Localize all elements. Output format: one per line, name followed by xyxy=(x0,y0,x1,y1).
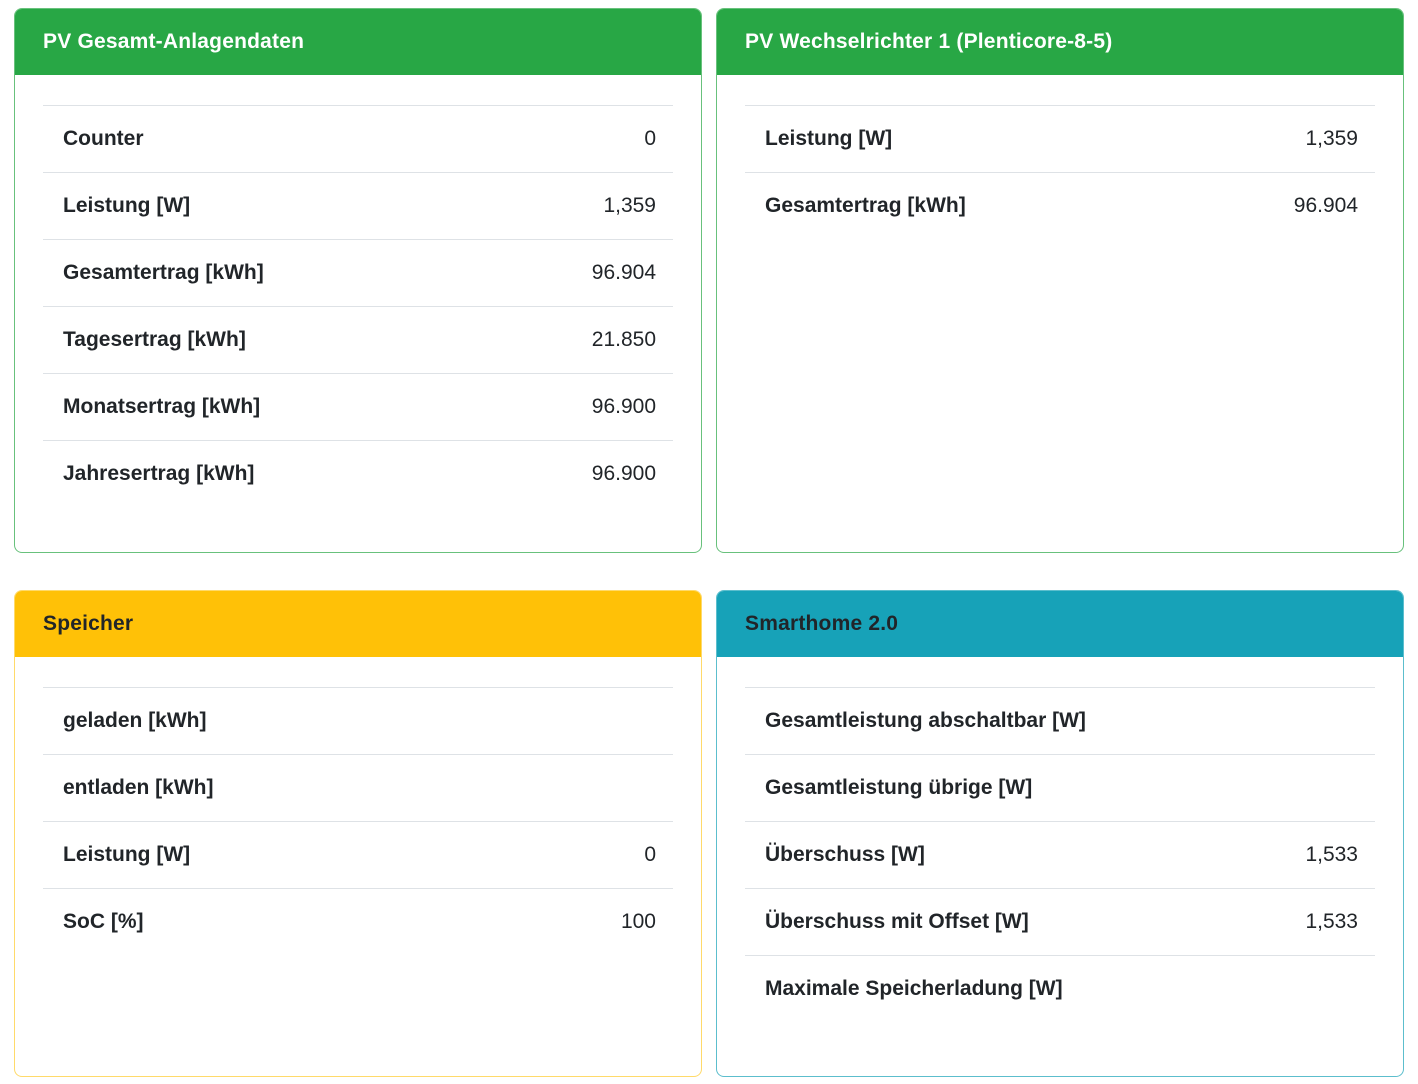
table-row: SoC [%] 100 xyxy=(43,888,673,955)
card-title: PV Wechselrichter 1 (Plenticore-8-5) xyxy=(745,30,1113,53)
card-title: PV Gesamt-Anlagendaten xyxy=(43,30,305,53)
table-row: Monatsertrag [kWh] 96.900 xyxy=(43,373,673,440)
row-value: 21.850 xyxy=(591,328,656,352)
row-label: SoC [%] xyxy=(63,910,144,934)
row-label: geladen [kWh] xyxy=(63,709,207,733)
row-value: 1,533 xyxy=(1305,910,1358,934)
table-row: Leistung [W] 0 xyxy=(43,821,673,888)
table-row: Jahresertrag [kWh] 96.900 xyxy=(43,440,673,507)
table-row: entladen [kWh] xyxy=(43,754,673,821)
table-row: geladen [kWh] xyxy=(43,687,673,754)
card-pv-gesamt-anlagendaten: PV Gesamt-Anlagendaten Counter 0 Leistung [… xyxy=(14,8,702,553)
row-label: Monatsertrag [kWh] xyxy=(63,395,261,419)
row-value: 0 xyxy=(644,843,656,867)
row-value: 96.904 xyxy=(591,261,656,285)
table-row: Counter 0 xyxy=(43,105,673,172)
row-label: Leistung [W] xyxy=(63,843,191,867)
card-header: PV Gesamt-Anlagendaten xyxy=(15,9,701,75)
table-row: Überschuss mit Offset [W] 1,533 xyxy=(745,888,1375,955)
row-label: Gesamtertrag [kWh] xyxy=(63,261,264,285)
table-row: Gesamtertrag [kWh] 96.904 xyxy=(745,172,1375,239)
table-row: Gesamtleistung übrige [W] xyxy=(745,754,1375,821)
card-body: Leistung [W] 1,359 Gesamtertrag [kWh] 96.90… xyxy=(717,75,1403,552)
row-label: Leistung [W] xyxy=(765,127,893,151)
row-value: 0 xyxy=(644,127,656,151)
row-value: 1,359 xyxy=(603,194,656,218)
card-smarthome-2-0: Smarthome 2.0 Gesamtleistung abschaltbar … xyxy=(716,590,1404,1077)
row-label: Gesamtertrag [kWh] xyxy=(765,194,966,218)
row-value: 1,533 xyxy=(1305,843,1358,867)
table-row: Maximale Speicherladung [W] xyxy=(745,955,1375,1022)
row-value: 96.904 xyxy=(1293,194,1358,218)
row-label: Gesamtleistung übrige [W] xyxy=(765,776,1033,800)
card-body: Gesamtleistung abschaltbar [W] Gesamtleis… xyxy=(717,657,1403,1076)
row-label: entladen [kWh] xyxy=(63,776,214,800)
table-row: Gesamtertrag [kWh] 96.904 xyxy=(43,239,673,306)
card-header: PV Wechselrichter 1 (Plenticore-8-5) xyxy=(717,9,1403,75)
table-row: Tagesertrag [kWh] 21.850 xyxy=(43,306,673,373)
row-value: 1,359 xyxy=(1305,127,1358,151)
row-label: Maximale Speicherladung [W] xyxy=(765,977,1063,1001)
row-value: 96.900 xyxy=(591,462,656,486)
card-title: Speicher xyxy=(43,612,134,635)
row-label: Counter xyxy=(63,127,144,151)
table-row: Leistung [W] 1,359 xyxy=(43,172,673,239)
row-label: Tagesertrag [kWh] xyxy=(63,328,246,352)
table-row: Überschuss [W] 1,533 xyxy=(745,821,1375,888)
card-body: Counter 0 Leistung [W] 1,359 Gesamtertrag [k… xyxy=(15,75,701,552)
row-label: Überschuss [W] xyxy=(765,843,925,867)
card-header: Speicher xyxy=(15,591,701,657)
table-row: Leistung [W] 1,359 xyxy=(745,105,1375,172)
card-pv-wechselrichter-1: PV Wechselrichter 1 (Plenticore-8-5) Leis… xyxy=(716,8,1404,553)
table-row: Gesamtleistung abschaltbar [W] xyxy=(745,687,1375,754)
card-header: Smarthome 2.0 xyxy=(717,591,1403,657)
row-label: Leistung [W] xyxy=(63,194,191,218)
card-body: geladen [kWh] entladen [kWh] Leistung [W] 0… xyxy=(15,657,701,1076)
row-value: 100 xyxy=(620,910,656,934)
card-speicher: Speicher geladen [kWh] entladen [kWh] Leist… xyxy=(14,590,702,1077)
card-title: Smarthome 2.0 xyxy=(745,612,899,635)
row-value: 96.900 xyxy=(591,395,656,419)
row-label: Überschuss mit Offset [W] xyxy=(765,910,1029,934)
row-label: Jahresertrag [kWh] xyxy=(63,462,255,486)
row-label: Gesamtleistung abschaltbar [W] xyxy=(765,709,1086,733)
